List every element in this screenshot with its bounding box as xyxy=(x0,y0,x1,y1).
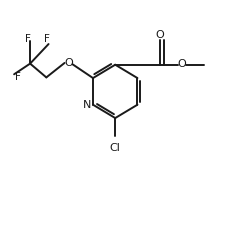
Text: F: F xyxy=(44,34,50,44)
Text: F: F xyxy=(15,72,20,82)
Text: Cl: Cl xyxy=(110,143,121,153)
Text: O: O xyxy=(178,58,186,69)
Text: O: O xyxy=(64,58,73,68)
Text: F: F xyxy=(25,34,31,44)
Text: O: O xyxy=(155,30,164,40)
Text: N: N xyxy=(83,100,92,110)
